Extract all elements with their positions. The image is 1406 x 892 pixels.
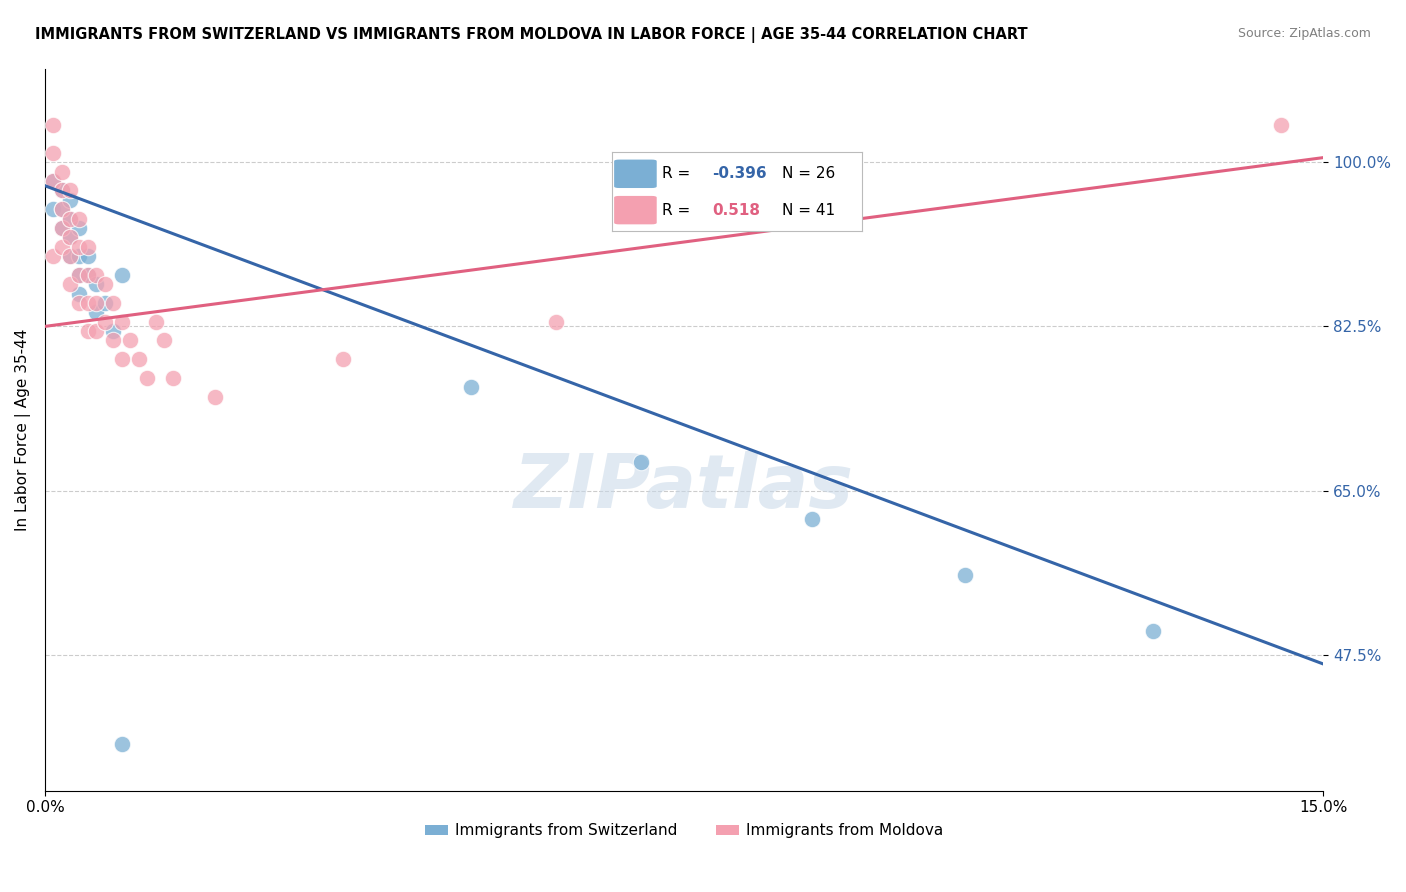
Point: [332, 352, 354, 367]
Point: [76, 249, 98, 263]
Point: [110, 352, 132, 367]
Point: [460, 380, 482, 394]
Point: [1142, 624, 1164, 639]
Text: IMMIGRANTS FROM SWITZERLAND VS IMMIGRANTS FROM MOLDOVA IN LABOR FORCE | AGE 35-4: IMMIGRANTS FROM SWITZERLAND VS IMMIGRANT…: [35, 27, 1028, 43]
Point: [84, 268, 107, 282]
Point: [42, 118, 65, 132]
Text: N = 41: N = 41: [782, 202, 835, 218]
Point: [67, 286, 90, 301]
Point: [51, 164, 73, 178]
Point: [59, 211, 82, 226]
Point: [101, 334, 124, 348]
Point: [59, 193, 82, 207]
Point: [59, 249, 82, 263]
Point: [59, 230, 82, 244]
Point: [76, 268, 98, 282]
Text: R =: R =: [662, 202, 690, 218]
Point: [76, 268, 98, 282]
Point: [51, 202, 73, 217]
Text: -0.396: -0.396: [711, 166, 766, 181]
Point: [101, 296, 124, 310]
Text: R =: R =: [662, 166, 690, 181]
Legend: Immigrants from Switzerland, Immigrants from Moldova: Immigrants from Switzerland, Immigrants …: [419, 817, 949, 845]
Point: [67, 211, 90, 226]
Point: [84, 324, 107, 338]
Text: Source: ZipAtlas.com: Source: ZipAtlas.com: [1237, 27, 1371, 40]
Text: ZIPatlas: ZIPatlas: [515, 450, 853, 524]
Point: [110, 315, 132, 329]
Point: [955, 568, 977, 582]
Point: [136, 371, 159, 385]
Point: [42, 174, 65, 188]
Point: [42, 202, 65, 217]
Point: [84, 305, 107, 319]
Point: [546, 315, 568, 329]
Text: N = 26: N = 26: [782, 166, 835, 181]
Point: [84, 296, 107, 310]
Point: [110, 268, 132, 282]
Point: [67, 249, 90, 263]
Point: [51, 183, 73, 197]
Point: [101, 324, 124, 338]
Point: [59, 277, 82, 292]
Point: [42, 174, 65, 188]
Point: [67, 268, 90, 282]
Point: [128, 352, 150, 367]
Point: [51, 183, 73, 197]
FancyBboxPatch shape: [614, 160, 657, 188]
Point: [93, 277, 115, 292]
FancyBboxPatch shape: [614, 196, 657, 225]
Point: [59, 183, 82, 197]
Point: [76, 296, 98, 310]
Point: [1270, 118, 1292, 132]
Point: [42, 249, 65, 263]
Point: [59, 249, 82, 263]
Point: [51, 202, 73, 217]
Point: [67, 296, 90, 310]
Point: [51, 240, 73, 254]
Point: [59, 230, 82, 244]
Point: [76, 240, 98, 254]
Point: [76, 324, 98, 338]
Point: [51, 221, 73, 235]
Point: [42, 145, 65, 160]
Text: 0.518: 0.518: [711, 202, 759, 218]
Point: [204, 390, 226, 404]
Point: [110, 737, 132, 751]
Point: [93, 296, 115, 310]
Point: [93, 315, 115, 329]
Point: [120, 334, 142, 348]
Point: [67, 268, 90, 282]
Point: [51, 221, 73, 235]
Point: [59, 211, 82, 226]
Point: [67, 240, 90, 254]
Point: [145, 315, 167, 329]
Point: [800, 511, 823, 525]
Point: [630, 455, 652, 469]
Y-axis label: In Labor Force | Age 35-44: In Labor Force | Age 35-44: [15, 328, 31, 531]
Point: [162, 371, 184, 385]
Point: [84, 277, 107, 292]
Point: [67, 221, 90, 235]
Point: [153, 334, 176, 348]
